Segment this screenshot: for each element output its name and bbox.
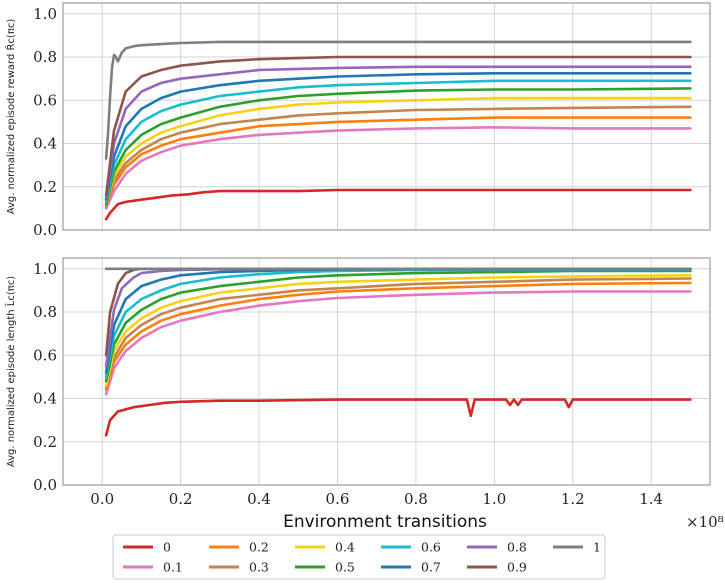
y-tick-label: 1.0 <box>33 5 57 23</box>
legend: 0 0.1 0.2 0.3 0.4 0.5 0.6 0.7 0.8 0.9 1 <box>112 534 606 580</box>
y-tick-label: 0.2 <box>33 433 57 451</box>
series-line-0-5 <box>104 87 692 206</box>
legend-label: 1 <box>593 540 601 555</box>
x-tick-label: 0.2 <box>169 490 193 508</box>
series-line-0 <box>104 188 692 221</box>
y-axis-label: Avg. normalized episode reward R̂c(πc) <box>4 19 17 215</box>
y-axis-label: Avg. normalized episode length L̂c(πc) <box>4 276 17 467</box>
series-line-0-6 <box>104 79 692 204</box>
legend-label: 0.1 <box>163 560 183 575</box>
x-tick-label: 0.8 <box>404 490 428 508</box>
series-line-0-7 <box>104 72 692 201</box>
legend-label: 0.9 <box>507 560 527 575</box>
series-line-0-5 <box>104 269 692 383</box>
series-line-0-4 <box>104 273 692 387</box>
x-tick-label: 1.2 <box>561 490 585 508</box>
series-line-0-2 <box>104 281 692 392</box>
series-line-0 <box>104 398 692 437</box>
x-axis-label: Environment transitions <box>283 512 487 532</box>
x-tick-label: 0.4 <box>247 490 271 508</box>
legend-label: 0.6 <box>421 540 441 555</box>
legend-label: 0.3 <box>249 560 269 575</box>
x-tick-label: 0.6 <box>326 490 350 508</box>
plot-frame <box>62 2 711 231</box>
reward-panel: 0.0 0.2 0.4 0.6 0.8 1.0 Avg. normalized episod… <box>4 2 711 239</box>
y-tick-label: 0.0 <box>33 476 57 494</box>
legend-label: 0.5 <box>335 560 355 575</box>
x-tick-label: 1.4 <box>639 490 663 508</box>
series-line-0-8 <box>104 65 692 199</box>
y-tick-label: 0.2 <box>33 178 57 196</box>
legend-box <box>112 534 606 580</box>
y-tick-label: 0.6 <box>33 346 57 364</box>
x-axis-scale-label: ×10⁸ <box>686 513 724 531</box>
x-tick-label: 1.0 <box>482 490 506 508</box>
series-line-0-4 <box>104 96 692 206</box>
y-tick-label: 0.4 <box>33 135 57 153</box>
legend-label: 0 <box>163 540 171 555</box>
y-tick-label: 0.8 <box>33 48 57 66</box>
y-tick-label: 0.8 <box>33 303 57 321</box>
y-tick-label: 0.4 <box>33 390 57 408</box>
plot-frame <box>62 257 711 486</box>
series-line-1 <box>104 40 692 160</box>
series-line-0-3 <box>104 105 692 208</box>
legend-label: 0.2 <box>249 540 269 555</box>
legend-label: 0.7 <box>421 560 441 575</box>
x-tick-label: 0.0 <box>90 490 114 508</box>
series-line-0-1 <box>104 126 692 210</box>
y-tick-label: 0.6 <box>33 91 57 109</box>
legend-label: 0.8 <box>507 540 527 555</box>
y-tick-label: 1.0 <box>33 260 57 278</box>
series-line-0-1 <box>104 290 692 396</box>
series-line-0-2 <box>104 116 692 208</box>
series-line-0-9 <box>104 55 692 197</box>
series-line-0-3 <box>104 277 692 390</box>
length-panel: 0.0 0.2 0.4 0.6 0.8 1.0 0.0 0.2 0.4 0.6 0.8 1.0 1.2 1… <box>4 257 711 508</box>
legend-label: 0.4 <box>335 540 355 555</box>
y-tick-label: 0.0 <box>33 221 57 239</box>
